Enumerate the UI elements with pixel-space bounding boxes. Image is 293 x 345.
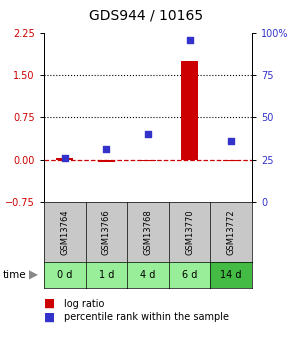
Text: 6 d: 6 d bbox=[182, 270, 197, 280]
Bar bbox=[57, 158, 73, 159]
Point bbox=[62, 155, 67, 161]
Text: 0 d: 0 d bbox=[57, 270, 72, 280]
Text: GSM13772: GSM13772 bbox=[227, 209, 236, 255]
Point bbox=[146, 131, 150, 137]
Text: GSM13764: GSM13764 bbox=[60, 209, 69, 255]
Text: ■: ■ bbox=[44, 297, 55, 310]
Point bbox=[104, 147, 109, 152]
Text: 14 d: 14 d bbox=[220, 270, 242, 280]
Text: GSM13766: GSM13766 bbox=[102, 209, 111, 255]
Text: ▶: ▶ bbox=[29, 269, 38, 282]
Point bbox=[187, 37, 192, 42]
Bar bbox=[98, 159, 115, 162]
Text: percentile rank within the sample: percentile rank within the sample bbox=[64, 313, 229, 322]
Bar bbox=[140, 159, 156, 161]
Text: 1 d: 1 d bbox=[99, 270, 114, 280]
Text: GSM13770: GSM13770 bbox=[185, 209, 194, 255]
Text: ■: ■ bbox=[44, 311, 55, 324]
Text: GDS944 / 10165: GDS944 / 10165 bbox=[89, 9, 204, 22]
Text: 4 d: 4 d bbox=[140, 270, 156, 280]
Text: log ratio: log ratio bbox=[64, 299, 105, 308]
Text: time: time bbox=[3, 270, 27, 280]
Bar bbox=[181, 61, 198, 159]
Text: GSM13768: GSM13768 bbox=[144, 209, 152, 255]
Bar bbox=[223, 159, 239, 161]
Point bbox=[229, 138, 234, 144]
